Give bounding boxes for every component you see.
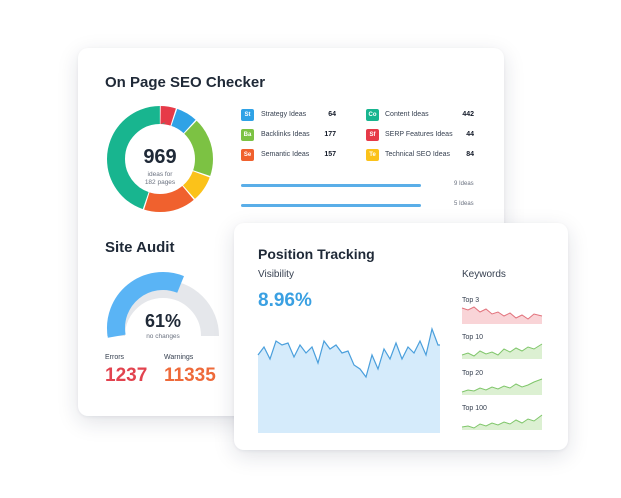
visibility-area-chart (257, 326, 440, 433)
idea-count-technical-seo: 84 (466, 151, 474, 158)
donut-value: 969 (143, 146, 176, 168)
technical-seo-tag-icon: Te (366, 149, 379, 161)
gauge-value: 61% (145, 311, 181, 331)
idea-label-serp-features[interactable]: SERP Features Ideas (385, 131, 453, 138)
donut-caption-2: 182 pages (145, 179, 176, 186)
idea-count-backlinks: 177 (324, 131, 336, 138)
site-audit-title: Site Audit (105, 239, 175, 256)
idea-label-strategy[interactable]: Strategy Ideas (261, 111, 307, 118)
idea-label-technical-seo[interactable]: Technical SEO Ideas (385, 151, 450, 158)
site-audit-gauge: 61% no changes (107, 272, 219, 340)
visibility-value: 8.96% (258, 290, 312, 311)
idea-label-content[interactable]: Content Ideas (385, 111, 429, 118)
keyword-label-top20: Top 20 (462, 370, 484, 377)
idea-label-backlinks[interactable]: Backlinks Ideas (261, 131, 310, 138)
position-tracking-card: Position Tracking Visibility 8.96% Keywo… (234, 223, 568, 450)
errors-label: Errors (105, 354, 125, 361)
keyword-label-top10: Top 10 (462, 334, 484, 341)
idea-count-semantic: 157 (324, 151, 336, 158)
visibility-area-fill (258, 329, 440, 433)
gauge-fill (107, 272, 184, 338)
top3-sparkline (461, 306, 543, 324)
seo-checker-title: On Page SEO Checker (105, 74, 266, 91)
idea-label-semantic[interactable]: Semantic Ideas (261, 151, 310, 158)
top100-sparkline (461, 414, 543, 430)
donut-segment-semantic (107, 106, 213, 212)
visibility-label: Visibility (258, 269, 294, 280)
idea-count-content: 442 (462, 111, 474, 118)
errors-value[interactable]: 1237 (105, 365, 148, 386)
semantic-tag-icon: Se (241, 149, 254, 161)
warnings-value[interactable]: 11335 (164, 365, 216, 386)
ideas-progress-label-2: 5 Ideas (454, 201, 474, 207)
ideas-progress-label-1: 9 Ideas (454, 181, 474, 187)
strategy-tag-icon: St (241, 109, 254, 121)
donut-caption-1: ideas for (148, 171, 174, 178)
serp-features-tag-icon: Sf (366, 129, 379, 141)
gauge-caption: no changes (146, 333, 180, 340)
ideas-progress-bar-2 (241, 204, 421, 207)
backlinks-tag-icon: Ba (241, 129, 254, 141)
warnings-label: Warnings (164, 354, 194, 361)
keywords-label: Keywords (462, 269, 506, 280)
donut-segment-backlinks (107, 106, 213, 212)
top20-sparkline (461, 378, 543, 395)
idea-count-serp-features: 44 (466, 131, 474, 138)
content-tag-icon: Co (366, 109, 379, 121)
keyword-label-top100: Top 100 (462, 405, 487, 412)
keyword-label-top3: Top 3 (462, 297, 480, 304)
top10-sparkline (461, 343, 543, 359)
ideas-progress-bar-1 (241, 184, 421, 187)
position-tracking-title: Position Tracking (258, 246, 375, 262)
visibility-line (257, 326, 440, 379)
ideas-donut-chart: 969 ideas for 182 pages (106, 105, 214, 213)
idea-count-strategy: 64 (328, 111, 336, 118)
